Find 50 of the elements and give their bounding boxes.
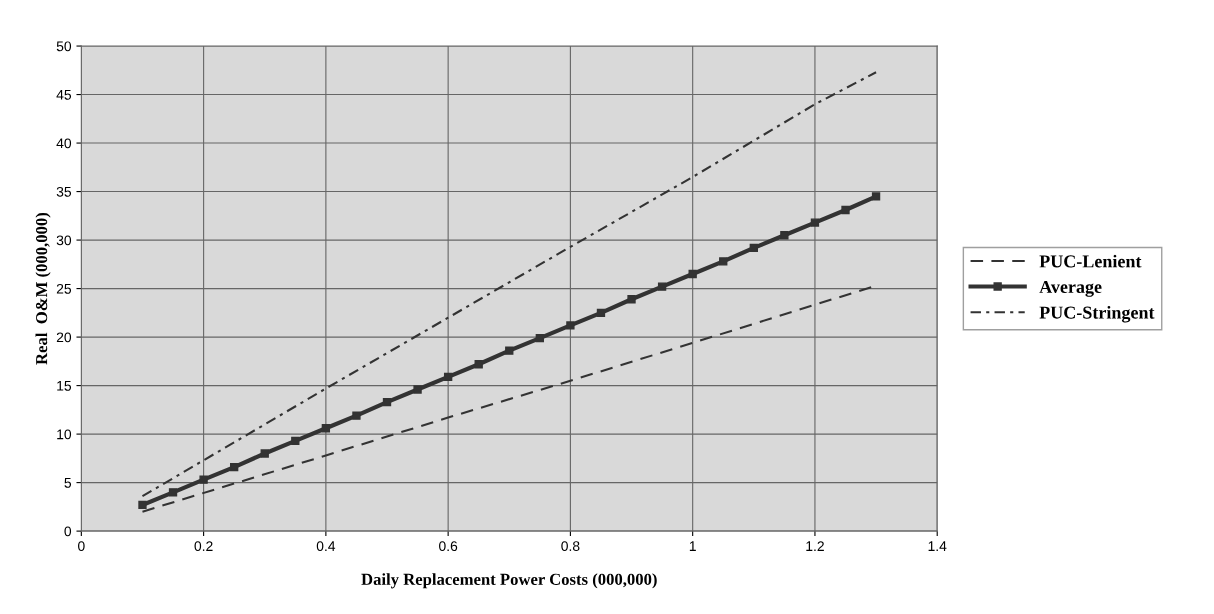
y-tick-label: 20: [56, 332, 72, 343]
point: [260, 449, 269, 458]
point: [168, 488, 178, 497]
y-tick-label: 10: [57, 429, 72, 440]
point: [596, 308, 606, 318]
x-tick-label: 0.4: [316, 541, 336, 552]
point: [871, 192, 881, 201]
point: [291, 436, 300, 446]
point: [321, 424, 331, 433]
point: [749, 243, 758, 253]
y-tick-label: 40: [56, 138, 72, 149]
point: [230, 462, 239, 472]
point: [474, 360, 483, 369]
point: [841, 205, 850, 215]
y-tick-label: 35: [56, 186, 72, 197]
point: [566, 321, 575, 330]
x-tick-label: 0.8: [561, 541, 580, 552]
point: [443, 372, 453, 382]
y-tick-label: 25: [56, 283, 72, 294]
line-series: [141, 71, 878, 498]
point: [719, 257, 728, 266]
y-axis-title: Real O&M (000,000): [35, 212, 51, 365]
x-tick-label: 0: [78, 541, 85, 552]
y-tick-label: 50: [56, 41, 72, 52]
legend-label: PUC-Stringent: [1039, 305, 1155, 323]
y-tick-label: 15: [57, 381, 72, 391]
point: [413, 385, 422, 394]
point: [688, 269, 697, 279]
point: [535, 333, 545, 343]
x-tick-label: 0.2: [194, 541, 213, 552]
x-tick-label: 1: [689, 541, 696, 551]
point: [199, 475, 208, 484]
point: [657, 282, 667, 291]
point: [780, 231, 789, 240]
y-tick-label: 0: [64, 526, 72, 537]
y-tick-label: 5: [64, 478, 72, 488]
point: [505, 346, 514, 355]
y-tick-label: 45: [56, 90, 72, 100]
x-tick-label: 1.2: [806, 541, 824, 551]
point: [138, 500, 147, 510]
x-axis-title: Daily Replacement Power Costs (000,000): [361, 573, 657, 589]
point: [627, 295, 636, 304]
legend-label: Average: [1039, 280, 1102, 297]
legend-label: PUC-Lenient: [1039, 254, 1142, 268]
point: [382, 397, 392, 407]
x-tick-label: 1.4: [928, 541, 947, 551]
point: [810, 218, 820, 227]
x-tick-label: 0.6: [439, 541, 458, 552]
y-tick-label: 30: [56, 235, 72, 246]
point: [352, 411, 361, 420]
